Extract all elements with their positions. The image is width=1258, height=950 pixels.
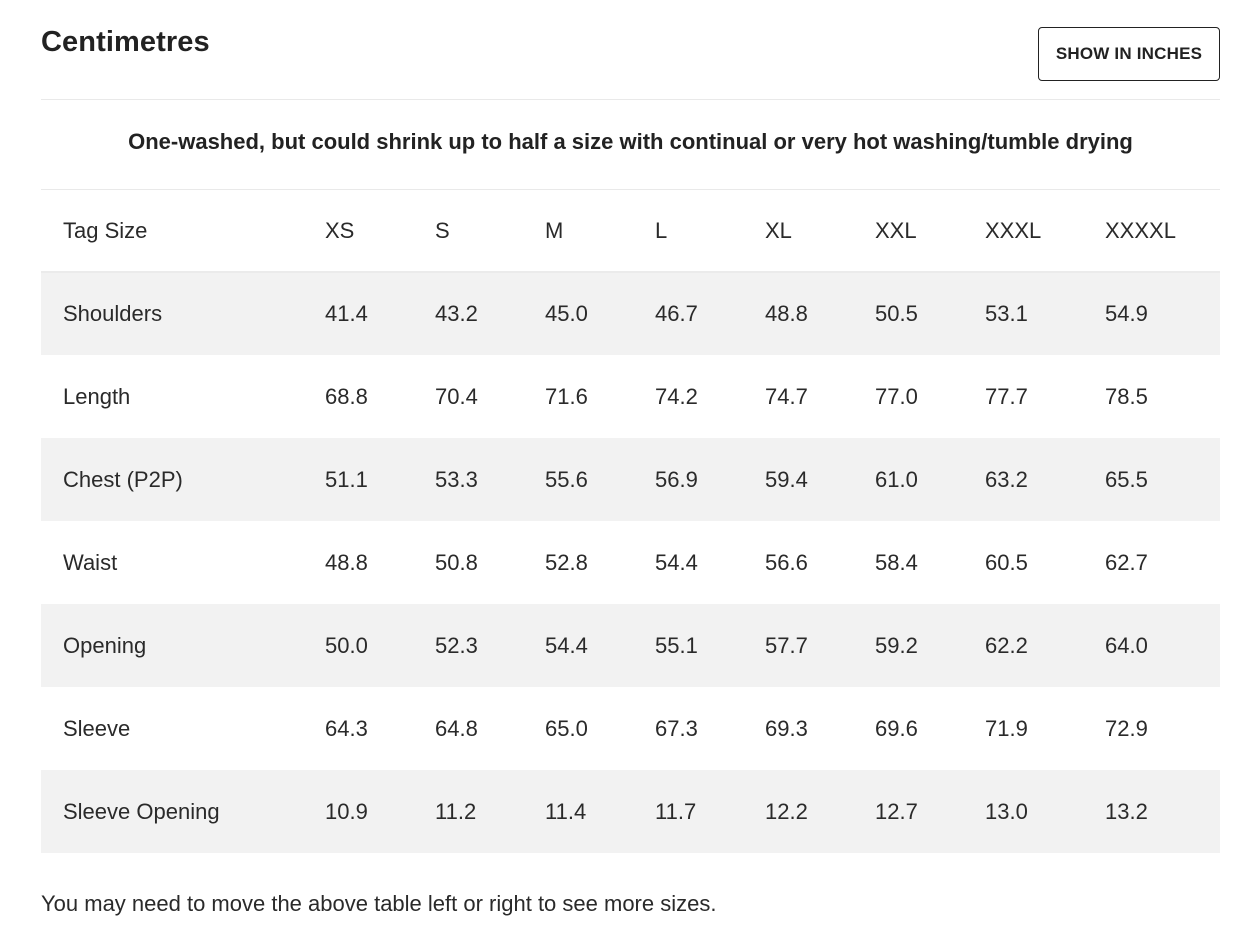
table-cell: 59.2 — [875, 632, 918, 658]
table-cell: 57.7 — [765, 632, 808, 658]
table-cell: 43.2 — [435, 301, 478, 326]
size-header-s: S — [435, 217, 450, 243]
table-cell: 13.0 — [985, 798, 1028, 824]
size-header-l: L — [655, 217, 668, 243]
table-cell: 64.3 — [325, 715, 368, 741]
table-cell: 70.4 — [435, 383, 478, 409]
table-cell: 52.8 — [545, 549, 588, 575]
size-header-xs: XS — [325, 217, 355, 243]
care-note: One-washed, but could shrink up to half … — [41, 100, 1220, 190]
scroll-hint: You may need to move the above table lef… — [41, 891, 717, 916]
size-header-m: M — [545, 217, 564, 243]
show-in-inches-button[interactable]: SHOW IN INCHES — [1038, 27, 1220, 81]
table-cell: 11.7 — [655, 798, 697, 824]
table-cell: 50.8 — [435, 549, 478, 575]
table-cell: 50.0 — [325, 632, 368, 658]
table-cell: 78.5 — [1105, 383, 1148, 409]
size-header-xxxxl: XXXXL — [1105, 217, 1176, 243]
table-cell: 65.5 — [1105, 466, 1148, 492]
table-cell: 55.6 — [545, 466, 588, 492]
table-cell: 77.0 — [875, 383, 918, 409]
table-row-waist: Waist 48.8 50.8 52.8 54.4 56.6 58.4 60.5… — [41, 521, 1220, 604]
table-row-length: Length 68.8 70.4 71.6 74.2 74.7 77.0 77.… — [41, 355, 1220, 438]
table-cell: 62.2 — [985, 632, 1028, 658]
table-cell: 48.8 — [765, 301, 808, 326]
table-cell: 12.7 — [875, 798, 918, 824]
size-table-body: Shoulders 41.4 43.2 45.0 46.7 48.8 50.5 … — [41, 272, 1220, 853]
table-cell: 61.0 — [875, 466, 918, 492]
table-row-opening: Opening 50.0 52.3 54.4 55.1 57.7 59.2 62… — [41, 604, 1220, 687]
table-cell: 62.7 — [1105, 549, 1148, 575]
row-label: Length — [63, 383, 131, 409]
tag-size-header: Tag Size — [63, 217, 148, 243]
table-cell: 63.2 — [985, 466, 1028, 492]
table-cell: 55.1 — [655, 632, 698, 658]
table-cell: 13.2 — [1105, 798, 1148, 824]
table-cell: 59.4 — [765, 466, 808, 492]
size-header-xl: XL — [765, 217, 792, 243]
row-label: Waist — [63, 549, 118, 575]
header-row: Tag Size XS S M L XL XXL XXXL XXXXL — [41, 190, 1220, 272]
unit-title: Centimetres — [41, 26, 210, 58]
size-guide: Centimetres SHOW IN INCHES One-washed, b… — [41, 0, 1220, 916]
table-cell: 10.9 — [325, 798, 368, 824]
table-cell: 72.9 — [1105, 715, 1148, 741]
table-cell: 68.8 — [325, 383, 368, 409]
table-cell: 56.6 — [765, 549, 808, 575]
table-cell: 60.5 — [985, 549, 1028, 575]
table-cell: 45.0 — [545, 301, 588, 326]
table-cell: 65.0 — [545, 715, 588, 741]
row-label: Opening — [63, 632, 147, 658]
table-cell: 69.6 — [875, 715, 918, 741]
size-header-xxxl: XXXL — [985, 217, 1042, 243]
table-cell: 46.7 — [655, 301, 698, 326]
row-label: Shoulders — [63, 301, 163, 326]
table-cell: 56.9 — [655, 466, 698, 492]
table-cell: 52.3 — [435, 632, 478, 658]
table-cell: 64.0 — [1105, 632, 1148, 658]
table-cell: 54.9 — [1105, 301, 1148, 326]
size-header-xxl: XXL — [875, 217, 917, 243]
table-cell: 11.4 — [545, 798, 587, 824]
table-cell: 74.2 — [655, 383, 698, 409]
table-cell: 51.1 — [325, 466, 368, 492]
table-cell: 77.7 — [985, 383, 1028, 409]
row-label: Chest (P2P) — [63, 466, 183, 492]
table-row-sleeve-opening: Sleeve Opening 10.9 11.2 11.4 11.7 12.2 … — [41, 770, 1220, 853]
table-cell: 74.7 — [765, 383, 808, 409]
table-cell: 69.3 — [765, 715, 808, 741]
size-table-header: Tag Size XS S M L XL XXL XXXL XXXXL — [41, 190, 1220, 272]
table-cell: 53.1 — [985, 301, 1028, 326]
row-label: Sleeve — [63, 715, 131, 741]
table-row-chest: Chest (P2P) 51.1 53.3 55.6 56.9 59.4 61.… — [41, 438, 1220, 521]
table-cell: 71.9 — [985, 715, 1028, 741]
table-cell: 54.4 — [655, 549, 698, 575]
row-label: Sleeve Opening — [63, 798, 220, 824]
table-cell: 41.4 — [325, 301, 368, 326]
table-cell: 11.2 — [435, 798, 477, 824]
table-cell: 12.2 — [765, 798, 808, 824]
table-cell: 53.3 — [435, 466, 478, 492]
table-row-sleeve: Sleeve 64.3 64.8 65.0 67.3 69.3 69.6 71.… — [41, 687, 1220, 770]
table-cell: 64.8 — [435, 715, 478, 741]
table-cell: 48.8 — [325, 549, 368, 575]
table-cell: 50.5 — [875, 301, 918, 326]
table-cell: 67.3 — [655, 715, 698, 741]
size-guide-header: Centimetres SHOW IN INCHES — [41, 0, 1220, 100]
table-row-shoulders: Shoulders 41.4 43.2 45.0 46.7 48.8 50.5 … — [41, 272, 1220, 355]
table-cell: 58.4 — [875, 549, 918, 575]
size-table: Tag Size XS S M L XL XXL XXXL XXXXL Shou… — [41, 190, 1220, 853]
table-cell: 54.4 — [545, 632, 588, 658]
table-cell: 71.6 — [545, 383, 588, 409]
